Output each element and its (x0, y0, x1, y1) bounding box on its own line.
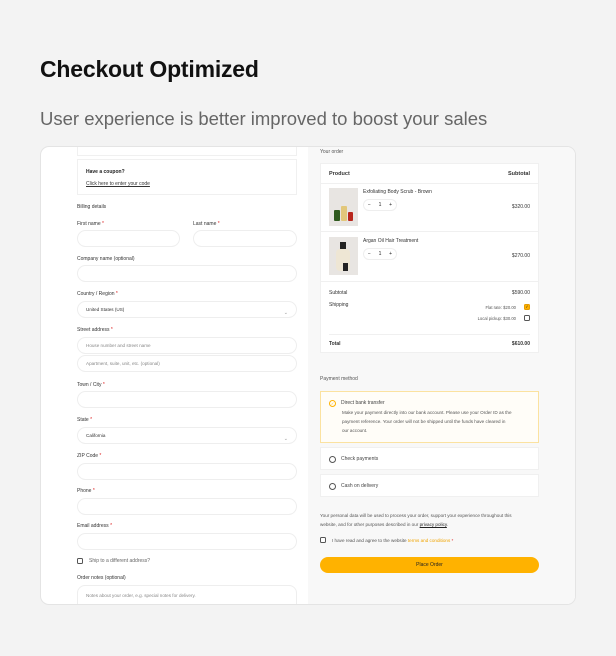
col-product: Product (329, 171, 350, 177)
town-label: Town / City * (77, 382, 105, 388)
phone-label: Phone * (77, 488, 95, 494)
item-name: Argan Oil Hair Treatment (363, 238, 419, 244)
plus-icon[interactable]: + (389, 202, 393, 208)
page-subtitle: User experience is better improved to bo… (40, 108, 488, 129)
street-label: Street address * (77, 327, 113, 333)
chevron-down-icon: ⌄ (283, 310, 288, 316)
local-pickup-label: Local pickup: $30.00 (477, 316, 516, 321)
product-image-argan (329, 237, 358, 275)
item-name: Exfoliating Body Scrub - Brown (363, 189, 432, 195)
radio-selected-icon[interactable]: ✓ (329, 400, 336, 407)
payment-cod[interactable]: Cash on delivery (320, 474, 539, 497)
radio-icon[interactable] (329, 456, 336, 463)
order-title: Your order (320, 149, 344, 155)
email-input[interactable] (77, 533, 297, 550)
phone-input[interactable] (77, 498, 297, 515)
payment-desc: our account. (342, 428, 368, 433)
top-box (77, 147, 297, 156)
payment-bank-transfer[interactable]: ✓ Direct bank transfer Make your payment… (320, 391, 539, 443)
local-pickup-checkbox[interactable] (524, 315, 530, 321)
subtotal-value: $590.00 (511, 290, 530, 296)
coupon-title: Have a coupon? (86, 169, 125, 175)
first-name-label: First name * (77, 221, 104, 227)
privacy-link[interactable]: privacy policy (419, 522, 447, 527)
country-label: Country / Region * (77, 291, 118, 297)
payment-label: Check payments (341, 456, 379, 462)
chevron-down-icon: ⌄ (283, 436, 288, 442)
company-input[interactable] (77, 265, 297, 282)
shipping-label: Shipping (329, 302, 349, 308)
product-image-scrub (329, 188, 358, 226)
country-select[interactable]: United States (US) ⌄ (77, 301, 297, 318)
state-label: State * (77, 417, 93, 423)
page-title: Checkout Optimized (40, 56, 259, 82)
notes-label: Order notes (optional) (77, 575, 126, 581)
coupon-link[interactable]: Click here to enter your code (86, 181, 150, 187)
state-select[interactable]: California ⌄ (77, 427, 297, 444)
terms-link[interactable]: terms and conditions (407, 538, 451, 543)
payment-desc: Make your payment directly into our bank… (342, 410, 512, 415)
plus-icon[interactable]: + (389, 251, 393, 257)
zip-label: ZIP Code * (77, 453, 102, 459)
payment-title: Payment method (320, 376, 358, 382)
checkout-card: Have a coupon? Click here to enter your … (41, 147, 575, 604)
last-name-label: Last name * (193, 221, 220, 227)
flat-rate-checkbox[interactable]: ✓ (524, 304, 530, 310)
total-label: Total (329, 341, 341, 347)
coupon-box: Have a coupon? Click here to enter your … (77, 159, 297, 195)
zip-input[interactable] (77, 463, 297, 480)
privacy-text: Your personal data will be used to proce… (320, 513, 512, 518)
order-table: Product Subtotal Exfoliating Body Scrub … (320, 163, 539, 353)
minus-icon[interactable]: − (367, 251, 371, 257)
terms-label: I have read and agree to the website ter… (332, 538, 454, 543)
item-price: $270.00 (511, 253, 530, 259)
terms-checkbox[interactable] (320, 537, 326, 543)
quantity-stepper[interactable]: −1 + (363, 248, 397, 260)
payment-label: Cash on delivery (341, 483, 379, 489)
street-input-2[interactable]: Apartment, suite, unit, etc. (optional) (77, 355, 297, 372)
email-label: Email address * (77, 523, 113, 529)
col-subtotal: Subtotal (508, 171, 530, 177)
ship-different-checkbox[interactable] (77, 558, 83, 564)
payment-check[interactable]: Check payments (320, 447, 539, 470)
order-panel: Your order Product Subtotal Exfoliating … (308, 147, 575, 604)
street-input-1[interactable]: House number and street name (77, 337, 297, 354)
place-order-button[interactable]: Place Order (320, 557, 539, 573)
subtotal-label: Subtotal (329, 290, 348, 296)
payment-label: Direct bank transfer (341, 400, 385, 406)
payment-desc: payment reference. Your order will not b… (342, 419, 506, 424)
privacy-text-2: website, and for other purposes describe… (320, 522, 449, 527)
town-input[interactable] (77, 391, 297, 408)
notes-textarea[interactable]: Notes about your order, e.g. special not… (77, 585, 297, 604)
ship-different-label: Ship to a different address? (89, 558, 151, 564)
minus-icon[interactable]: − (367, 202, 371, 208)
last-name-input[interactable] (193, 230, 297, 247)
quantity-stepper[interactable]: −1 + (363, 199, 397, 211)
billing-title: Billing details (77, 204, 107, 210)
company-label: Company name (optional) (77, 256, 135, 262)
radio-icon[interactable] (329, 483, 336, 490)
item-price: $320.00 (511, 204, 530, 210)
first-name-input[interactable] (77, 230, 180, 247)
flat-rate-label: Flat rate: $20.00 (485, 305, 517, 310)
total-value: $610.00 (511, 341, 530, 347)
